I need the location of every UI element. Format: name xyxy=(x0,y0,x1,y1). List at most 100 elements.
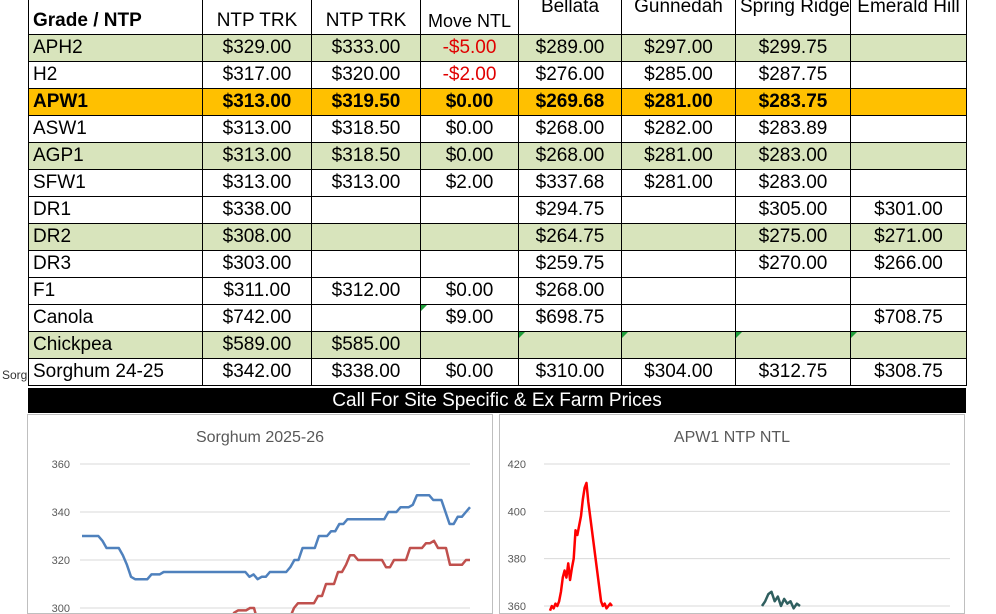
price-cell: $268.00 xyxy=(518,277,622,305)
table-row-highlight: APW1 $313.00 $319.50 $0.00 $269.68 $281.… xyxy=(28,88,967,116)
price-cell: $283.00 xyxy=(735,169,851,197)
side-label: Sorg xyxy=(2,368,28,382)
grade-cell: Canola xyxy=(28,304,203,332)
y-tick-label: 400 xyxy=(508,506,526,518)
grade-cell: DR1 xyxy=(28,196,203,224)
price-cell: $308.00 xyxy=(202,223,312,251)
move-cell xyxy=(420,223,519,251)
price-cell: $308.75 xyxy=(850,358,967,386)
y-tick-label: 360 xyxy=(52,459,70,471)
price-cell: $338.00 xyxy=(202,196,312,224)
price-cell xyxy=(311,196,421,224)
series-line-1 xyxy=(232,539,470,613)
y-tick-label: 340 xyxy=(52,507,70,519)
price-cell: $310.00 xyxy=(518,358,622,386)
price-cell: $585.00 xyxy=(311,331,421,359)
grade-cell: DR2 xyxy=(28,223,203,251)
price-cell: $276.00 xyxy=(518,61,622,89)
price-cell: $305.00 xyxy=(735,196,851,224)
price-cell: $318.50 xyxy=(311,115,421,143)
y-tick-label: 420 xyxy=(508,459,526,471)
header-grade: Grade / NTP xyxy=(28,0,203,35)
y-tick-label: 360 xyxy=(508,601,526,613)
price-cell: $289.00 xyxy=(518,34,622,62)
grade-cell: APH2 xyxy=(28,34,203,62)
price-cell xyxy=(850,142,967,170)
price-cell: $301.00 xyxy=(850,196,967,224)
move-cell: $9.00 xyxy=(420,304,519,332)
table-row: Sorghum 24-25 $342.00 $338.00 $0.00 $310… xyxy=(28,358,967,386)
apw1-chart-plot: 360 380 400 420 xyxy=(508,459,950,613)
price-cell: $311.00 xyxy=(202,277,312,305)
price-cell: $318.50 xyxy=(311,142,421,170)
price-cell: $281.00 xyxy=(621,142,736,170)
header-emerald-hill: Emerald Hill xyxy=(850,0,967,35)
move-cell: -$2.00 xyxy=(420,61,519,89)
table-row: DR1 $338.00 $294.75 $305.00 $301.00 xyxy=(28,196,967,224)
price-cell xyxy=(621,304,736,332)
price-cell: $313.00 xyxy=(202,142,312,170)
sorghum-chart-plot: 300 320 340 360 xyxy=(52,459,471,613)
sorghum-chart: Sorghum 2025-26 300 320 340 360 xyxy=(27,414,493,614)
grade-cell: F1 xyxy=(28,277,203,305)
price-cell: $313.00 xyxy=(202,88,312,116)
price-cell xyxy=(311,250,421,278)
table-row: Chickpea $589.00 $585.00 xyxy=(28,331,967,359)
price-cell: $304.00 xyxy=(621,358,736,386)
chart-title: Sorghum 2025-26 xyxy=(195,429,325,446)
price-cell: $283.75 xyxy=(735,88,851,116)
table-row: APH2 $329.00 $333.00 -$5.00 $289.00 $297… xyxy=(28,34,967,62)
grade-cell: Sorghum 24-25 xyxy=(28,358,203,386)
price-cell: $313.00 xyxy=(202,169,312,197)
header-gunnedah: Gunnedah xyxy=(621,0,736,35)
move-cell: -$5.00 xyxy=(420,34,519,62)
price-cell: $333.00 xyxy=(311,34,421,62)
price-cell xyxy=(850,169,967,197)
price-cell: $329.00 xyxy=(202,34,312,62)
price-cell xyxy=(621,331,736,359)
table-row: H2 $317.00 $320.00 -$2.00 $276.00 $285.0… xyxy=(28,61,967,89)
price-cell: $313.00 xyxy=(202,115,312,143)
move-cell: $2.00 xyxy=(420,169,519,197)
series-line-1 xyxy=(760,590,801,610)
price-cell: $283.00 xyxy=(735,142,851,170)
price-cell: $283.89 xyxy=(735,115,851,143)
table-row: F1 $311.00 $312.00 $0.00 $268.00 xyxy=(28,277,967,305)
header-ntp-trk-2: NTP TRK xyxy=(311,0,421,35)
price-cell xyxy=(621,250,736,278)
price-cell: $589.00 xyxy=(202,331,312,359)
series-line-0 xyxy=(548,481,613,612)
move-cell: $0.00 xyxy=(420,358,519,386)
y-tick-label: 380 xyxy=(508,554,526,566)
price-cell: $303.00 xyxy=(202,250,312,278)
price-cell: $281.00 xyxy=(621,88,736,116)
header-row: Grade / NTP NTP TRK NTP TRK Move NTL Bel… xyxy=(28,0,967,35)
move-cell: $0.00 xyxy=(420,277,519,305)
price-cell: $281.00 xyxy=(621,169,736,197)
price-cell: $271.00 xyxy=(850,223,967,251)
price-cell: $698.75 xyxy=(518,304,622,332)
header-ntp-trk-1: NTP TRK xyxy=(202,0,312,35)
table-row: AGP1 $313.00 $318.50 $0.00 $268.00 $281.… xyxy=(28,142,967,170)
price-cell: $275.00 xyxy=(735,223,851,251)
price-cell: $320.00 xyxy=(311,61,421,89)
header-move-ntl: Move NTL xyxy=(420,0,519,35)
price-cell xyxy=(850,115,967,143)
price-cell xyxy=(735,277,851,305)
price-cell: $285.00 xyxy=(621,61,736,89)
price-cell: $317.00 xyxy=(202,61,312,89)
price-cell: $319.50 xyxy=(311,88,421,116)
price-cell: $312.75 xyxy=(735,358,851,386)
price-cell: $269.68 xyxy=(518,88,622,116)
price-cell: $266.00 xyxy=(850,250,967,278)
info-banner: Call For Site Specific & Ex Farm Prices xyxy=(28,388,966,413)
price-cell: $270.00 xyxy=(735,250,851,278)
price-cell xyxy=(311,304,421,332)
price-cell: $297.00 xyxy=(621,34,736,62)
grade-cell: H2 xyxy=(28,61,203,89)
table-row: Canola $742.00 $9.00 $698.75 $708.75 xyxy=(28,304,967,332)
price-cell xyxy=(735,331,851,359)
price-cell xyxy=(735,304,851,332)
y-tick-label: 320 xyxy=(52,555,70,567)
price-cell xyxy=(850,61,967,89)
